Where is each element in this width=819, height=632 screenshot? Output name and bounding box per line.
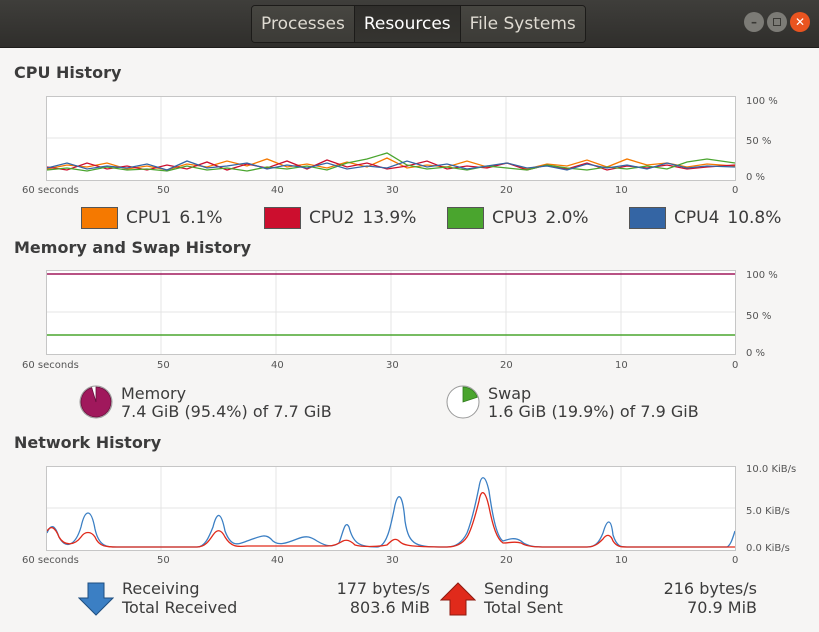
cpu2-legend-item: CPU2 13.9% <box>264 207 416 229</box>
cpu-graph <box>46 96 736 181</box>
memory-pie-fill <box>80 386 112 418</box>
memory-value: 7.4 GiB (95.4%) of 7.7 GiB <box>121 402 332 421</box>
cpu-graph-svg <box>47 97 735 180</box>
memory-legend-item: Memory 7.4 GiB (95.4%) of 7.7 GiB <box>79 385 332 421</box>
network-y-label: 5.0 KiB/s <box>746 506 790 517</box>
network-x-label: 40 <box>271 555 284 566</box>
cpu4-color-button[interactable] <box>629 207 666 229</box>
memory-x-label: 50 <box>157 360 170 371</box>
swap-legend-item: Swap 1.6 GiB (19.9%) of 7.9 GiB <box>446 385 699 421</box>
cpu4-label: CPU4 <box>674 208 720 228</box>
memory-y-label: 50 % <box>746 311 772 322</box>
receive-series-line <box>47 477 735 548</box>
memory-x-label: 30 <box>386 360 399 371</box>
cpu-x-label: 30 <box>386 185 399 196</box>
cpu-history-title: CPU History <box>14 63 122 82</box>
cpu-x-label: 40 <box>271 185 284 196</box>
close-button[interactable]: ✕ <box>790 12 810 32</box>
sending-values: 216 bytes/s 70.9 MiB <box>664 579 757 617</box>
cpu-x-label: 60 seconds <box>22 185 79 196</box>
cpu4-value: 10.8% <box>727 208 782 228</box>
view-switcher: Processes Resources File Systems <box>251 5 586 43</box>
cpu-x-label: 0 <box>732 185 739 196</box>
memory-x-label: 10 <box>615 360 628 371</box>
total-received-value: 803.6 MiB <box>349 598 430 617</box>
network-graph <box>46 466 736 551</box>
memory-x-label: 40 <box>271 360 284 371</box>
cpu-x-label: 10 <box>615 185 628 196</box>
tab-file-systems[interactable]: File Systems <box>460 6 585 42</box>
swap-pie-fill <box>462 386 478 403</box>
maximize-icon <box>773 18 781 26</box>
cpu-legend: CPU1 6.1% CPU2 13.9% CPU3 2.0% CPU4 10.8… <box>0 207 819 231</box>
total-sent-label: Total Sent <box>484 598 563 617</box>
memory-y-label: 100 % <box>746 270 778 281</box>
sending-rate: 216 bytes/s <box>663 579 757 598</box>
network-x-label: 20 <box>500 555 513 566</box>
swap-label: Swap <box>488 384 532 403</box>
network-x-label: 30 <box>386 555 399 566</box>
cpu3-label: CPU3 <box>492 208 538 228</box>
network-y-label: 10.0 KiB/s <box>746 464 797 475</box>
window-controls: – ✕ <box>744 12 810 32</box>
sending-label: Sending <box>484 579 550 598</box>
memory-x-label: 0 <box>732 360 739 371</box>
sending-arrow-icon[interactable] <box>440 582 476 616</box>
send-series-line <box>47 492 735 548</box>
cpu-y-label: 50 % <box>746 136 772 147</box>
total-sent-value: 70.9 MiB <box>687 598 757 617</box>
memory-x-label: 60 seconds <box>22 360 79 371</box>
network-x-label: 50 <box>157 555 170 566</box>
network-y-label: 0.0 KiB/s <box>746 543 790 554</box>
total-received-label: Total Received <box>122 598 238 617</box>
network-history-title: Network History <box>14 433 162 452</box>
memory-graph-svg <box>47 271 735 354</box>
memory-y-label: 0 % <box>746 348 766 359</box>
cpu-y-label: 100 % <box>746 96 778 107</box>
cpu-x-label: 20 <box>500 185 513 196</box>
cpu1-value: 6.1% <box>179 208 223 228</box>
cpu-x-label: 50 <box>157 185 170 196</box>
cpu1-color-button[interactable] <box>81 207 118 229</box>
swap-pie-icon[interactable] <box>446 385 480 419</box>
network-x-label: 0 <box>732 555 739 566</box>
cpu-y-label: 0 % <box>746 172 766 183</box>
memory-pie-icon[interactable] <box>79 385 113 419</box>
cpu1-label: CPU1 <box>126 208 172 228</box>
memory-graph <box>46 270 736 355</box>
minimize-button[interactable]: – <box>744 12 764 32</box>
cpu2-color-button[interactable] <box>264 207 301 229</box>
tab-processes[interactable]: Processes <box>252 6 355 42</box>
cpu3-value: 2.0% <box>545 208 589 228</box>
memory-x-label: 20 <box>500 360 513 371</box>
cpu2-label: CPU2 <box>309 208 355 228</box>
network-graph-svg <box>47 467 735 550</box>
cpu4-legend-item: CPU4 10.8% <box>629 207 781 229</box>
network-x-label: 60 seconds <box>22 555 79 566</box>
receiving-rate: 177 bytes/s <box>336 579 430 598</box>
header-bar: Processes Resources File Systems – ✕ <box>0 0 819 48</box>
sending-labels: Sending Total Sent <box>484 579 563 617</box>
cpu2-value: 13.9% <box>362 208 417 228</box>
receiving-labels: Receiving Total Received <box>122 579 237 617</box>
receiving-values: 177 bytes/s 803.6 MiB <box>337 579 430 617</box>
swap-value: 1.6 GiB (19.9%) of 7.9 GiB <box>488 402 699 421</box>
receiving-label: Receiving <box>122 579 200 598</box>
minimize-icon: – <box>751 15 757 29</box>
network-x-label: 10 <box>615 555 628 566</box>
cpu3-color-button[interactable] <box>447 207 484 229</box>
cpu3-legend-item: CPU3 2.0% <box>447 207 589 229</box>
close-icon: ✕ <box>794 15 806 29</box>
maximize-button[interactable] <box>767 12 787 32</box>
receiving-arrow-icon[interactable] <box>78 582 114 616</box>
memory-history-title: Memory and Swap History <box>14 238 252 257</box>
cpu1-legend-item: CPU1 6.1% <box>81 207 223 229</box>
tab-resources[interactable]: Resources <box>354 6 461 42</box>
memory-label: Memory <box>121 384 187 403</box>
